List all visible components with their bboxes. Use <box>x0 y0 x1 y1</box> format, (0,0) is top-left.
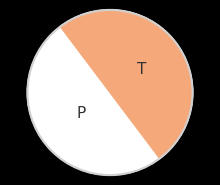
Wedge shape <box>60 10 192 159</box>
Circle shape <box>28 10 192 175</box>
Text: P: P <box>77 106 86 121</box>
Text: T: T <box>137 62 146 77</box>
